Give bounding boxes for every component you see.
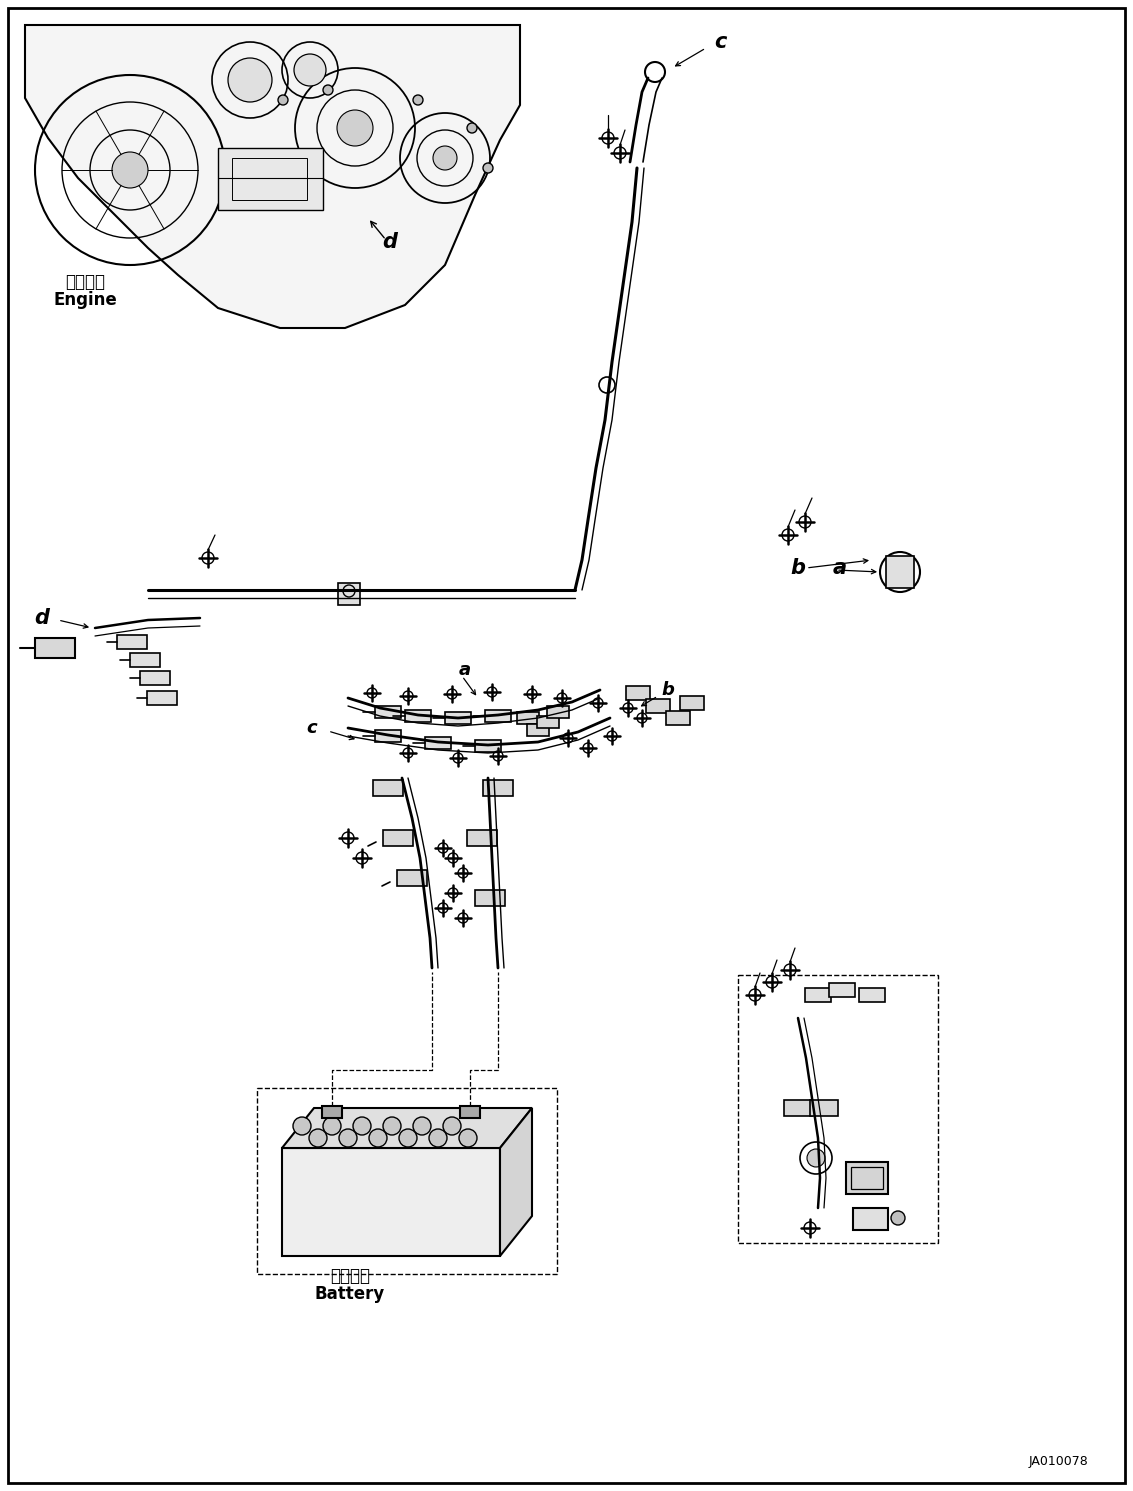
Bar bbox=[397, 871, 427, 886]
Circle shape bbox=[278, 95, 288, 104]
Text: d: d bbox=[383, 233, 398, 252]
Bar bbox=[846, 1161, 888, 1194]
Circle shape bbox=[414, 1117, 431, 1135]
Bar bbox=[467, 830, 497, 845]
Bar bbox=[257, 1088, 557, 1273]
Bar bbox=[738, 975, 938, 1243]
Bar bbox=[383, 830, 414, 845]
Bar bbox=[886, 556, 914, 587]
Circle shape bbox=[112, 152, 148, 188]
Bar bbox=[537, 716, 559, 728]
Circle shape bbox=[337, 110, 373, 146]
Circle shape bbox=[459, 1129, 477, 1147]
Polygon shape bbox=[282, 1108, 533, 1148]
Bar bbox=[806, 989, 830, 1002]
Text: エンジン: エンジン bbox=[65, 273, 105, 291]
Bar bbox=[475, 890, 505, 907]
Circle shape bbox=[228, 58, 272, 101]
Circle shape bbox=[891, 1211, 905, 1226]
Bar bbox=[425, 737, 451, 748]
Bar bbox=[646, 699, 670, 713]
Circle shape bbox=[399, 1129, 417, 1147]
Circle shape bbox=[433, 146, 457, 170]
Bar bbox=[829, 983, 855, 997]
Bar bbox=[445, 713, 471, 725]
Text: b: b bbox=[662, 681, 674, 699]
Circle shape bbox=[483, 163, 493, 173]
Bar bbox=[485, 710, 511, 722]
Bar bbox=[35, 638, 75, 658]
Circle shape bbox=[323, 85, 333, 95]
Bar bbox=[627, 686, 650, 699]
Bar bbox=[147, 690, 177, 705]
Text: c: c bbox=[307, 719, 317, 737]
Polygon shape bbox=[25, 25, 520, 328]
Bar bbox=[680, 696, 704, 710]
Bar bbox=[373, 780, 403, 796]
Circle shape bbox=[293, 1117, 310, 1135]
Bar bbox=[282, 1148, 500, 1255]
Circle shape bbox=[293, 54, 326, 86]
Bar bbox=[527, 725, 550, 737]
Text: Battery: Battery bbox=[315, 1285, 385, 1303]
Text: d: d bbox=[34, 608, 50, 628]
Bar bbox=[338, 583, 360, 605]
Circle shape bbox=[339, 1129, 357, 1147]
Bar bbox=[851, 1167, 883, 1188]
Bar bbox=[666, 711, 690, 725]
Text: b: b bbox=[791, 558, 806, 579]
Circle shape bbox=[807, 1150, 825, 1167]
Bar bbox=[375, 731, 401, 743]
Bar bbox=[517, 713, 539, 725]
Bar bbox=[117, 635, 147, 649]
Bar bbox=[784, 1100, 812, 1115]
Text: a: a bbox=[833, 558, 847, 579]
Text: Engine: Engine bbox=[53, 291, 117, 309]
Circle shape bbox=[369, 1129, 387, 1147]
Text: JA010078: JA010078 bbox=[1028, 1455, 1088, 1469]
Circle shape bbox=[323, 1117, 341, 1135]
Circle shape bbox=[353, 1117, 370, 1135]
Bar bbox=[853, 1208, 888, 1230]
Circle shape bbox=[429, 1129, 448, 1147]
Bar bbox=[460, 1106, 480, 1118]
Bar bbox=[140, 671, 170, 684]
Circle shape bbox=[309, 1129, 327, 1147]
Text: バッテリ: バッテリ bbox=[330, 1267, 370, 1285]
Bar bbox=[475, 740, 501, 751]
Bar bbox=[404, 710, 431, 722]
Bar bbox=[232, 158, 307, 200]
Circle shape bbox=[467, 122, 477, 133]
Polygon shape bbox=[500, 1108, 533, 1255]
Bar bbox=[859, 989, 885, 1002]
Circle shape bbox=[414, 95, 423, 104]
Bar bbox=[218, 148, 323, 210]
Bar bbox=[322, 1106, 342, 1118]
Bar bbox=[547, 707, 569, 719]
Bar bbox=[130, 653, 160, 666]
Text: c: c bbox=[714, 31, 726, 52]
Bar bbox=[810, 1100, 838, 1115]
Circle shape bbox=[383, 1117, 401, 1135]
Circle shape bbox=[443, 1117, 461, 1135]
Bar bbox=[375, 707, 401, 719]
Bar bbox=[483, 780, 513, 796]
Text: a: a bbox=[459, 661, 471, 678]
